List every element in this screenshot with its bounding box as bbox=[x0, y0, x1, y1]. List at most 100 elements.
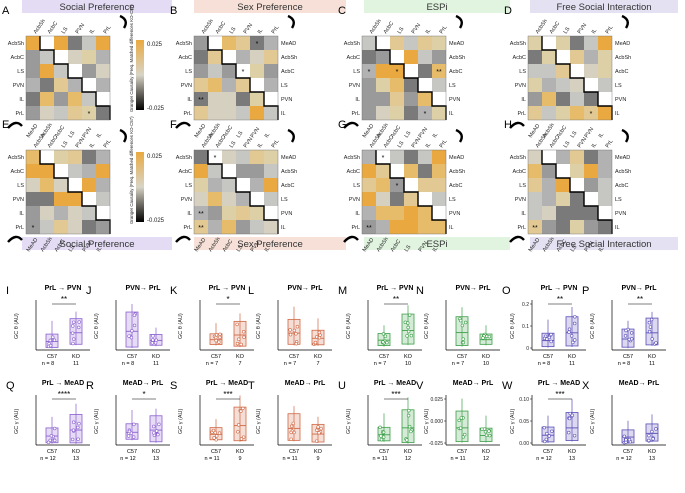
panel-letter: W bbox=[502, 380, 513, 392]
matrix-cell bbox=[208, 106, 222, 120]
data-point bbox=[567, 430, 571, 435]
group-label: KO bbox=[152, 449, 161, 455]
matrix-cell bbox=[40, 92, 54, 106]
sample-size-label: 9 bbox=[238, 456, 241, 462]
sample-size-label: 11 bbox=[153, 361, 159, 367]
region-label-bottom: LS bbox=[404, 244, 413, 253]
panel-letter: N bbox=[416, 285, 424, 297]
matrix-diagonal bbox=[207, 36, 279, 120]
region-label-bottom: PVN bbox=[82, 126, 93, 139]
group-label: KO bbox=[482, 449, 491, 455]
matrix-cell bbox=[362, 150, 376, 164]
region-label-bottom: LS bbox=[570, 130, 579, 139]
group-label: C57 bbox=[127, 354, 137, 360]
matrix-cell bbox=[376, 64, 390, 78]
group-label: C57 bbox=[457, 449, 467, 455]
region-label-left: IL bbox=[187, 211, 192, 217]
region-label-right: AcbSh bbox=[449, 169, 465, 175]
plot-title: MeAD→ PrL bbox=[123, 380, 164, 387]
data-point bbox=[217, 340, 221, 344]
region-label-top: AcbC bbox=[215, 135, 228, 149]
data-point bbox=[242, 330, 246, 334]
region-label-right: AcbSh bbox=[281, 169, 297, 175]
region-label-left: PVN bbox=[515, 83, 526, 89]
matrix-cell bbox=[432, 178, 446, 192]
section-header-mid-bg bbox=[530, 237, 678, 250]
matrix-cell bbox=[556, 36, 570, 50]
data-point bbox=[77, 325, 81, 330]
region-label-top: PrL bbox=[439, 139, 449, 149]
data-point bbox=[241, 406, 245, 411]
matrix-cell bbox=[432, 150, 446, 164]
matrix-cell bbox=[528, 192, 542, 206]
matrix-cell bbox=[194, 92, 208, 106]
matrix-cell bbox=[528, 178, 542, 192]
region-label-left: PrL bbox=[517, 225, 526, 231]
matrix-cell bbox=[598, 78, 612, 92]
panel-letter: X bbox=[582, 380, 590, 392]
data-point bbox=[458, 426, 463, 430]
significance-marker: ** bbox=[198, 211, 204, 218]
sample-size-label: 13 bbox=[649, 456, 655, 462]
data-point bbox=[236, 423, 241, 427]
matrix-cell bbox=[432, 78, 446, 92]
panel-letter: F bbox=[170, 119, 177, 131]
matrix-cell bbox=[68, 64, 82, 78]
data-point bbox=[381, 332, 386, 336]
matrix-H: H**AcbSh AcbC LS PVN IL PrLAcbShAcbCLSPVNILPr… bbox=[504, 119, 631, 253]
matrix-cell bbox=[26, 206, 40, 220]
data-point bbox=[52, 338, 57, 342]
significance-marker: * bbox=[396, 69, 399, 76]
matrix-diagonal bbox=[39, 150, 111, 234]
region-label-bottom: IL bbox=[432, 132, 440, 139]
group-label: KO bbox=[568, 449, 577, 455]
section-header-mid-title: ESPi bbox=[426, 239, 447, 250]
matrix-cell bbox=[432, 50, 446, 64]
data-point bbox=[48, 343, 53, 348]
panel-letter: B bbox=[170, 5, 177, 17]
section-header-mid-title: Social Preference bbox=[60, 239, 135, 250]
region-label-left: PVN bbox=[349, 197, 360, 203]
data-point bbox=[654, 341, 658, 345]
y-axis-label: GC γ (AU) bbox=[94, 408, 100, 434]
matrix-cell bbox=[194, 64, 208, 78]
data-point bbox=[52, 438, 57, 443]
data-point bbox=[157, 422, 161, 427]
data-point bbox=[571, 340, 575, 345]
matrix-cell bbox=[208, 78, 222, 92]
data-point bbox=[288, 332, 293, 337]
significance-stars: ** bbox=[557, 295, 563, 304]
data-point bbox=[132, 323, 137, 328]
sample-size-label: n = 12 bbox=[616, 456, 631, 462]
data-point bbox=[154, 429, 159, 433]
matrix-cell bbox=[598, 150, 612, 164]
region-label-left: LS bbox=[17, 183, 24, 189]
data-point bbox=[49, 434, 54, 438]
matrix-cell bbox=[598, 64, 612, 78]
data-point bbox=[570, 413, 574, 418]
region-label-left: PVN bbox=[181, 83, 192, 89]
region-label-top: LS bbox=[397, 140, 406, 149]
matrix-cell bbox=[570, 36, 584, 50]
data-point bbox=[294, 332, 298, 336]
matrix-cell bbox=[54, 106, 68, 120]
matrix-diagonal bbox=[541, 36, 613, 120]
matrix-cell bbox=[556, 178, 570, 192]
data-point bbox=[379, 434, 383, 438]
matrix-cell bbox=[376, 92, 390, 106]
matrix-cell bbox=[54, 206, 68, 220]
region-label-right: PVN bbox=[281, 211, 292, 217]
matrix-cell bbox=[208, 178, 222, 192]
matrix-cell bbox=[26, 92, 40, 106]
matrix-cell bbox=[376, 106, 390, 120]
data-point bbox=[152, 431, 156, 435]
matrix-cell bbox=[598, 206, 612, 220]
matrix-cell bbox=[418, 150, 432, 164]
region-label-top: AcbC bbox=[215, 21, 228, 35]
data-point bbox=[153, 341, 158, 345]
region-label-left: AcbSh bbox=[344, 41, 360, 47]
region-label-top: AcbC bbox=[47, 135, 60, 149]
panel-letter: Q bbox=[6, 380, 15, 392]
